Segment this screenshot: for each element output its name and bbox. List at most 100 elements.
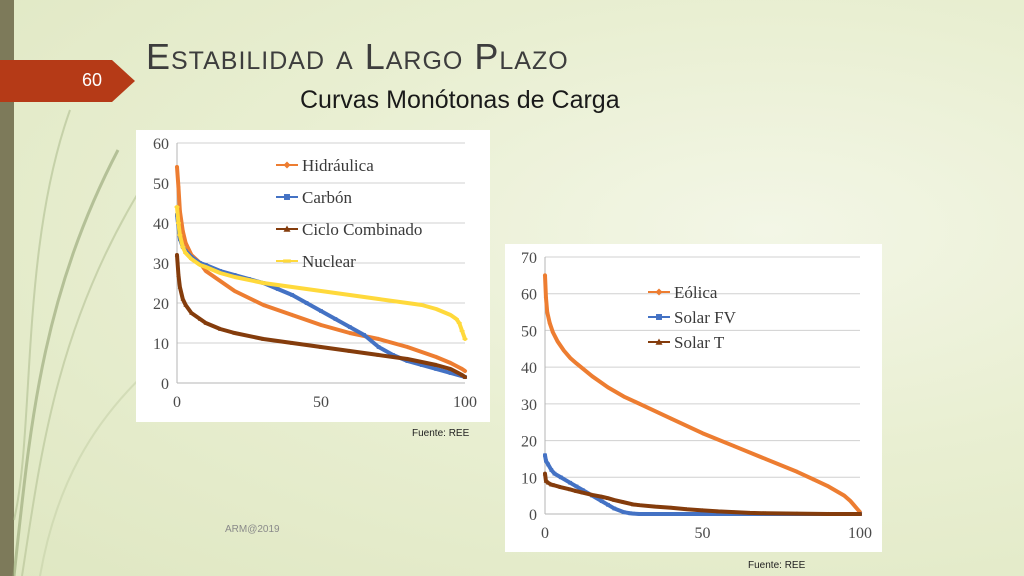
chart2-y-tick-label: 60 <box>521 287 537 304</box>
chart2-y-tick-label: 10 <box>521 470 537 487</box>
chart1-point-nuclear <box>174 206 180 208</box>
chart1-point-nuclear <box>453 318 459 320</box>
chart2-point-solar-t <box>574 489 579 493</box>
chart1-y-tick-label: 0 <box>161 376 169 393</box>
chart2-y-tick-label: 20 <box>521 434 537 451</box>
chart1-point-carbon <box>319 309 323 313</box>
chart2-point-solar-fv <box>574 484 579 489</box>
chart1-point-carbon <box>333 317 338 321</box>
chart1-point-nuclear <box>456 322 462 324</box>
slide-subtitle: Curvas Monótonas de Carga <box>300 86 620 114</box>
chart1-point-ciclo-combinado <box>405 356 410 361</box>
chart2-point-eolica <box>574 361 579 366</box>
chart2-point-solar-t <box>794 511 800 516</box>
chart1-point-ciclo-combinado <box>232 330 237 335</box>
chart2-point-eolica <box>547 320 552 326</box>
slide-number-tab <box>0 60 135 102</box>
chart1-y-tick-label: 60 <box>153 136 169 153</box>
chart2-point-solar-t <box>668 505 674 510</box>
chart1-point-hidraulica <box>183 240 188 246</box>
chart2-point-eolica <box>668 416 674 421</box>
chart2-point-solar-fv <box>637 512 642 516</box>
chart1-point-hidraulica <box>462 368 468 374</box>
chart2-legend-label-eolica: Eólica <box>674 283 718 302</box>
chart1-point-ciclo-combinado <box>376 352 381 357</box>
chart2-point-solar-t <box>621 500 626 505</box>
chart1-point-nuclear <box>459 330 465 332</box>
chart2-point-eolica <box>605 385 611 390</box>
chart-thermal-hydro-svg: 0 10 20 30 40 50 60 0 50 100 Hidráulica Carbón Ciclo… <box>153 136 477 411</box>
chart2-point-eolica <box>700 431 705 436</box>
decorative-swoosh <box>12 109 160 576</box>
chart2-point-eolica <box>810 476 815 482</box>
chart2-point-solar-fv <box>606 502 610 507</box>
chart2-point-solar-t <box>763 511 768 516</box>
chart1-point-nuclear <box>260 282 266 284</box>
chart2-point-solar-fv <box>700 512 705 516</box>
chart2-point-eolica <box>794 469 800 474</box>
chart2-point-solar-t <box>747 510 752 515</box>
chart1-point-hidraulica <box>218 278 223 284</box>
chart2-x-tick-label: 50 <box>695 525 711 542</box>
chart1-point-nuclear <box>376 298 382 300</box>
chart1-x-tick-label: 0 <box>173 394 181 411</box>
chart2-legend-marker-solar-fv <box>656 314 662 320</box>
chart1-legend-marker-hidraulica <box>283 161 291 169</box>
chart2-point-solar-t <box>545 480 551 485</box>
chart2-point-eolica <box>842 493 847 498</box>
chart1-point-carbon <box>304 301 309 305</box>
chart1-point-nuclear <box>232 276 238 278</box>
chart1-point-hidraulica <box>459 366 465 372</box>
chart1-point-hidraulica <box>448 360 453 366</box>
chart1-point-nuclear <box>183 252 189 254</box>
chart2-y-tick-label: 50 <box>521 323 537 340</box>
chart2-point-solar-t <box>716 509 721 514</box>
chart2-point-solar-fv <box>621 510 626 515</box>
chart2-point-solar-fv <box>631 511 636 516</box>
chart1-y-tick-label: 30 <box>153 256 169 273</box>
chart-renewables: 0 10 20 30 40 50 60 70 0 50 100 Eólica Solar FV Solar… <box>505 244 882 552</box>
chart2-point-solar-t <box>605 496 611 500</box>
chart1-legend-label-nuclear: Nuclear <box>302 252 356 271</box>
chart1-point-hidraulica <box>232 288 237 294</box>
chart2-point-solar-t <box>599 494 604 499</box>
chart2-point-solar-fv <box>546 462 551 467</box>
chart2-legend-marker-solar-t <box>655 338 663 345</box>
chart1-point-carbon <box>275 287 280 291</box>
chart2-point-solar-t <box>590 492 595 497</box>
chart2-point-solar-t <box>631 502 636 507</box>
chart1-point-carbon <box>434 367 439 371</box>
chart1-point-nuclear <box>180 246 186 248</box>
chart-source-1: Fuente: REE <box>412 428 470 439</box>
chart2-point-eolica <box>826 484 831 489</box>
chart1-point-nuclear <box>177 234 183 236</box>
chart1-point-carbon <box>347 325 352 329</box>
chart1-x-tick-label: 100 <box>453 394 477 411</box>
chart2-point-solar-fv <box>653 512 658 516</box>
chart2-point-solar-t <box>549 482 554 487</box>
chart1-point-hidraulica <box>180 228 185 234</box>
chart1-point-nuclear <box>197 264 203 266</box>
chart2-y-tick-label: 30 <box>521 397 537 414</box>
chart1-point-nuclear <box>203 266 209 268</box>
chart2-point-solar-fv <box>552 471 557 476</box>
chart1-point-ciclo-combinado <box>462 374 468 379</box>
slide-title: Estabilidad a Largo Plazo <box>146 36 569 77</box>
chart1-point-nuclear <box>404 302 410 304</box>
chart1-y-tick-label: 50 <box>153 176 169 193</box>
chart2-point-solar-t <box>857 511 863 516</box>
chart1-point-ciclo-combinado <box>176 272 181 277</box>
chart1-point-ciclo-combinado <box>448 366 453 371</box>
chart1-point-carbon <box>419 363 424 367</box>
left-accent-bar <box>0 0 14 576</box>
chart2-point-solar-t <box>731 509 737 514</box>
chart2-point-eolica <box>542 273 548 278</box>
chart-source-2: Fuente: REE <box>748 560 806 571</box>
chart2-point-solar-t <box>543 478 549 483</box>
chart1-point-nuclear <box>318 290 324 292</box>
chart2-point-solar-t <box>826 511 831 516</box>
chart2-point-solar-fv <box>580 488 585 493</box>
chart1-point-carbon <box>448 371 453 375</box>
chart2-point-solar-fv <box>558 475 563 480</box>
chart1-point-ciclo-combinado <box>189 310 194 315</box>
